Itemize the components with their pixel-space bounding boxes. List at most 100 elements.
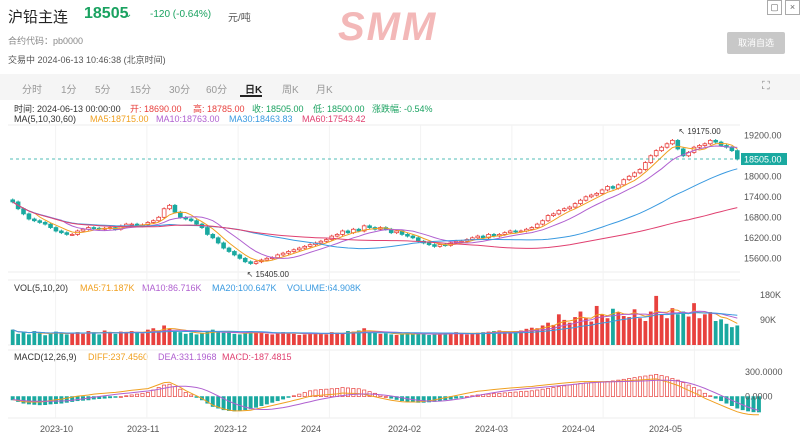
macd-bar (345, 387, 350, 397)
candle-body (437, 244, 443, 247)
candle-body (302, 245, 307, 249)
tab-monthly[interactable]: 月K (316, 85, 333, 96)
macd-bar (643, 375, 648, 397)
volume-bar (692, 303, 696, 345)
vol-label: VOL(5,10,20) (14, 283, 69, 293)
macd-bar (665, 376, 669, 397)
macd-bar (32, 396, 37, 405)
candle-body (232, 251, 237, 256)
macd-bar (297, 393, 302, 397)
candle-body (367, 225, 372, 228)
candle-body (167, 204, 172, 210)
ma10-value: MA10:18763.00 (156, 114, 220, 124)
x-tick-label: 2024-02 (388, 424, 421, 434)
volume-bar (254, 332, 258, 345)
macd-bar (178, 388, 183, 397)
volume-bar (129, 331, 134, 345)
candle-body (394, 230, 399, 234)
volume-bar (319, 333, 323, 345)
macd-bar (221, 396, 226, 411)
instrument-title: 沪铅主连 (8, 9, 69, 26)
remove-favorite-button[interactable]: 取消自选 (727, 32, 785, 54)
macd-bar (497, 392, 502, 397)
volume-bar (275, 333, 280, 345)
macd-bar (124, 395, 129, 397)
macd-bar (113, 396, 118, 398)
volume-bar (346, 331, 350, 345)
candle-body (221, 242, 226, 249)
volume-tick-label: 90K (760, 315, 776, 325)
candle-body (334, 233, 340, 237)
volume-bar (654, 295, 659, 345)
volume-bar (410, 334, 415, 345)
macd-bar (302, 392, 307, 397)
volume-bar (10, 329, 15, 345)
volume-bar (724, 323, 729, 345)
candle-body (178, 211, 183, 218)
macd-bar (102, 396, 107, 399)
candle-body (567, 206, 572, 210)
tab-30min[interactable]: 30分 (169, 85, 191, 96)
tab-daily[interactable]: 日K (245, 85, 263, 96)
volume-bar (108, 332, 112, 345)
tab-weekly[interactable]: 周K (282, 85, 299, 96)
volume-bar (659, 314, 664, 345)
candle-body (610, 186, 616, 189)
volume-bar (183, 333, 188, 345)
candle-body (410, 235, 416, 239)
macd-bar (167, 383, 172, 397)
tab-5min[interactable]: 5分 (95, 85, 111, 96)
volume-bar (351, 331, 356, 345)
macd-bar (746, 396, 751, 412)
macd-bar (248, 396, 253, 410)
volume-bar (140, 333, 145, 345)
macd-bar (227, 396, 231, 411)
price-tick-label: 15600.00 (744, 253, 782, 263)
fullscreen-icon[interactable]: ⛶ (762, 80, 770, 92)
volume-bar (481, 332, 486, 345)
macd-bar (594, 381, 599, 397)
info-low: 低: 18500.00 (313, 104, 365, 114)
macd-bar (421, 396, 426, 403)
candle-body (161, 208, 167, 218)
volume-bar (167, 328, 172, 345)
macd-bar (340, 387, 345, 397)
volume-bar (270, 334, 275, 345)
volume-bar (432, 334, 437, 345)
volume-bar (205, 331, 210, 345)
volume-bar (210, 329, 215, 345)
macd-bar (275, 396, 280, 402)
tab-timeshare[interactable]: 分时 (22, 85, 42, 96)
volume-bar (513, 331, 518, 345)
vol-ma10: MA10:86.716K (142, 283, 202, 293)
volume-bar (605, 318, 610, 345)
candle-body (26, 213, 32, 220)
candle-body (286, 251, 291, 254)
volume-bar (286, 332, 291, 345)
candle-body (551, 213, 556, 216)
candle-body (248, 261, 253, 264)
candle-body (210, 233, 216, 239)
volume-bar (237, 334, 242, 345)
macd-bar (362, 389, 367, 397)
tab-1min[interactable]: 1分 (61, 85, 77, 96)
tab-60min[interactable]: 60分 (206, 85, 228, 96)
chevron-down-icon[interactable]: ⌄ (124, 9, 133, 20)
volume-bar (378, 333, 383, 345)
macd-bar (108, 396, 113, 399)
candle-body (80, 228, 86, 232)
volume-bar (118, 331, 123, 345)
volume-bar (589, 321, 594, 345)
candle-body (37, 220, 43, 223)
ma60-value: MA60:17543.42 (302, 114, 366, 124)
info-close: 收: 18505.00 (252, 104, 304, 114)
candle-body (91, 227, 97, 229)
volume-bar (638, 318, 642, 345)
volume-bar (535, 328, 540, 345)
volume-bar (702, 314, 707, 345)
restore-icon[interactable]: ▢ (767, 0, 782, 15)
macd-bar (519, 391, 523, 397)
tab-15min[interactable]: 15分 (130, 85, 152, 96)
macd-bar (264, 396, 269, 405)
